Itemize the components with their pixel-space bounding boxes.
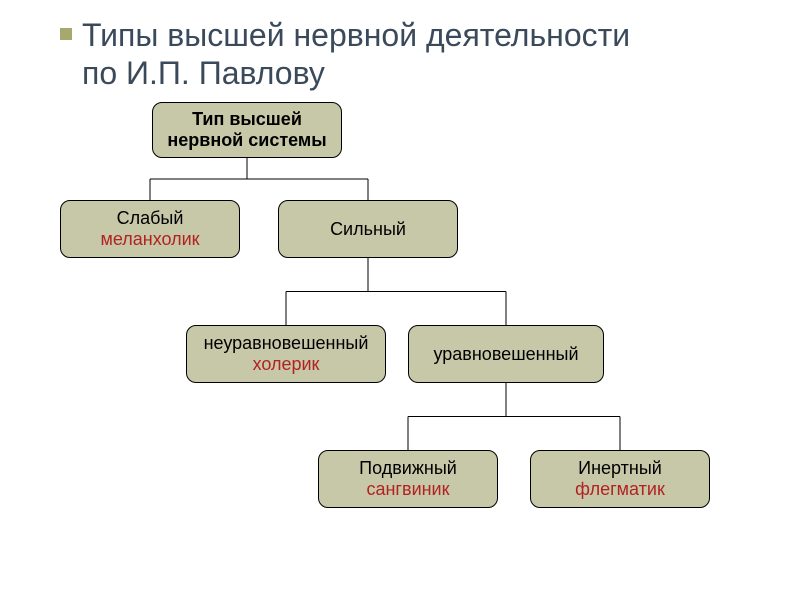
node-balanced-line1: уравновешенный [433, 344, 578, 365]
node-inert-line2: флегматик [575, 479, 665, 500]
node-weak-line1: Слабый [117, 208, 184, 229]
node-mobile-line2: сангвиник [366, 479, 449, 500]
node-strong-line1: Сильный [330, 219, 406, 240]
slide: Типы высшей нервной деятельности по И.П.… [0, 0, 800, 600]
title-line1: Типы высшей нервной деятельности [82, 17, 630, 53]
node-unbalanced-line1: неуравновешенный [204, 333, 369, 354]
node-balanced: уравновешенный [408, 325, 604, 383]
node-inert-line1: Инертный [578, 458, 662, 479]
node-weak: Слабый меланхолик [60, 200, 240, 258]
accent-square [60, 28, 72, 40]
title-line2: по И.П. Павлову [82, 55, 325, 91]
node-inert: Инертный флегматик [530, 450, 710, 508]
node-unbalanced: неуравновешенный холерик [186, 325, 386, 383]
node-weak-line2: меланхолик [100, 229, 199, 250]
node-mobile: Подвижный сангвиник [318, 450, 498, 508]
node-root-line2: нервной системы [167, 130, 326, 151]
node-mobile-line1: Подвижный [359, 458, 457, 479]
node-root-line1: Тип высшей [192, 109, 302, 130]
node-strong: Сильный [278, 200, 458, 258]
slide-title: Типы высшей нервной деятельности по И.П.… [82, 16, 760, 93]
node-unbalanced-line2: холерик [253, 354, 320, 375]
node-root: Тип высшей нервной системы [152, 102, 342, 158]
